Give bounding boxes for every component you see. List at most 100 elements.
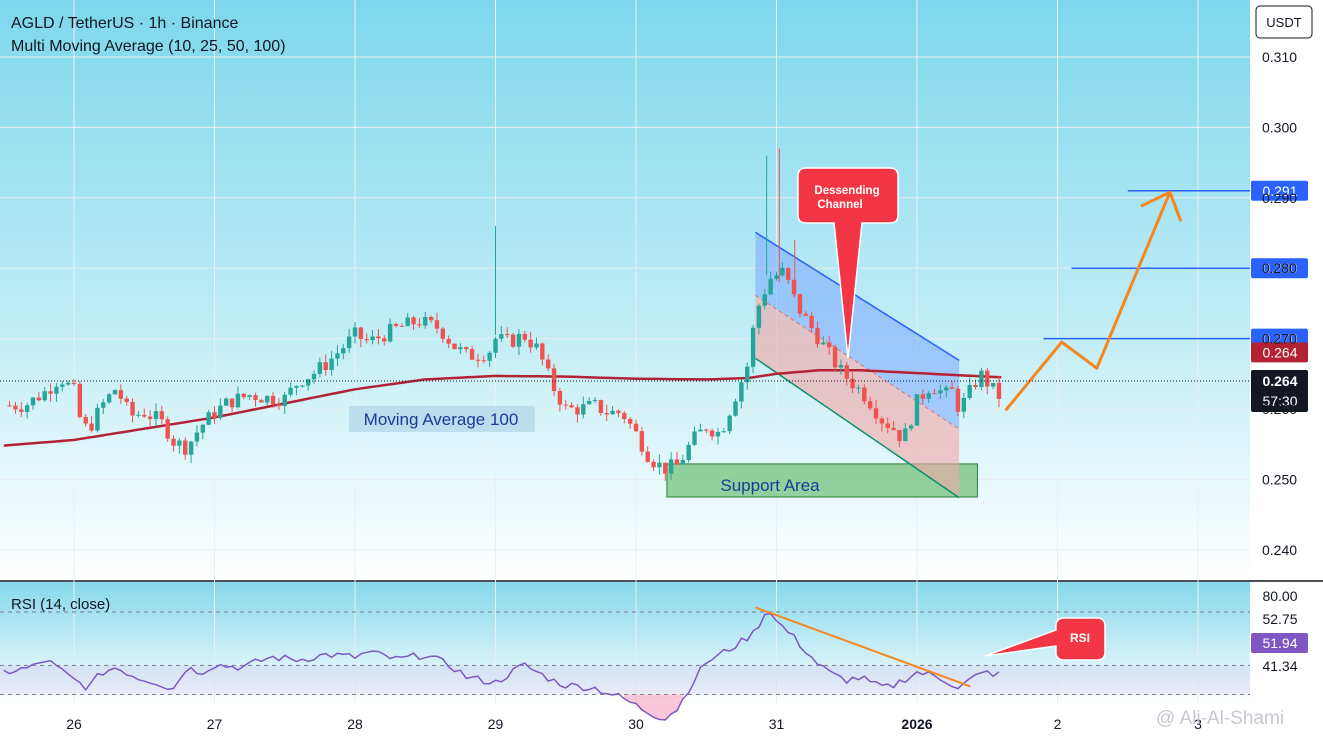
candle-body [809,315,814,329]
candle-body [844,365,849,379]
candle-body [159,411,165,420]
candle-body [405,317,410,327]
candle-body [522,333,527,340]
candle-body [668,459,674,474]
candle-body [440,328,446,339]
candle-body [376,336,381,339]
candle-body [996,382,1002,399]
candle-body [815,328,820,345]
candle-body [944,387,949,391]
time-tick-label: 2 [1054,716,1062,732]
candle-body [165,419,170,439]
currency-label: USDT [1266,15,1301,30]
candle-body [885,423,890,428]
candle-body [756,305,762,328]
candle-body [323,362,328,371]
rsi-callout: RSI [984,617,1106,661]
candle-body [920,394,926,399]
header-indicator: Multi Moving Average (10, 25, 50, 100) [11,38,286,55]
watermark: @ Ali-Al-Shami [1156,708,1284,729]
channel-mid-line [755,294,960,430]
candle-body [598,400,604,413]
candle-body [534,343,539,348]
ma100-label-text: Moving Average 100 [364,410,519,429]
candle-body [908,425,914,429]
candle-body [464,347,469,350]
candle-body [48,391,53,394]
candle-body [423,317,428,326]
candle-body [300,385,305,387]
candle-body [387,323,393,342]
candle-body [622,413,627,419]
candle-body [264,395,270,403]
candle-body [826,342,832,348]
candle-body [382,338,387,342]
candle-body [979,370,984,388]
candle-body [247,395,252,397]
candle-body [592,400,598,402]
candle-body [24,405,30,413]
candle-body [903,428,908,442]
candle-body [259,400,264,403]
rsi-tick-label: 52.75 [1262,611,1297,627]
candle-body [77,383,83,418]
candle-body [616,410,621,414]
candle-body [698,429,703,432]
candle-body [510,334,516,347]
candle-body [557,391,563,405]
candle-body [739,382,744,402]
candle-body [434,320,440,329]
candle-body [276,404,282,407]
candle-body [914,394,920,426]
level-tag-0 [1251,180,1308,201]
candle-body [241,393,246,397]
candle-body [346,336,352,349]
price-tick-label: 0.260 [1262,401,1297,417]
level-tag-1 [1251,258,1308,279]
candle-body [604,412,609,415]
candle-body [821,342,826,345]
candle-body [985,370,990,387]
candle-body [358,327,364,339]
candle-body [411,317,416,325]
candle-body [990,382,996,387]
candle-body [762,294,767,306]
candle-body [218,405,223,418]
candle-body [850,378,855,389]
candle-body [393,323,399,326]
time-axis[interactable]: 26 27 28 29 30 31 2026 2 3 [66,716,1202,732]
channel-bottom-line [755,357,960,499]
price-axis[interactable]: 0.310 0.300 0.290 0.280 0.270 0.260 0.250 0.240 [1262,49,1297,558]
candle-body [399,325,405,327]
candle-body [745,366,750,383]
candle-body [528,339,533,348]
candle-body [118,390,124,399]
candle-body [305,379,311,386]
candle-body [493,338,498,353]
candle-body [458,347,463,350]
price-tick-label: 0.250 [1262,471,1297,487]
candle-body [551,368,557,392]
candle-body [7,405,12,407]
candle-body [60,384,65,387]
candle-body [417,324,422,326]
candle-body [563,404,568,406]
candle-body [65,382,71,385]
channel-lower-fill [755,295,960,498]
candle-body [938,390,943,394]
rsi-axis[interactable]: 80.00 52.75 51.94 41.34 [1251,588,1308,674]
candle-body [733,401,738,416]
currency-badge[interactable]: USDT [1255,5,1313,39]
candle-body [780,267,785,276]
candle-body [750,327,756,367]
candle-body [791,279,797,295]
candle-body [651,461,656,468]
channel-label: Dessending [814,185,879,197]
candle-body [545,359,551,369]
candle-body [774,275,779,279]
candle-body [30,397,36,406]
candle-body [446,338,451,344]
candle-body [680,460,686,465]
candle-body [499,334,504,339]
